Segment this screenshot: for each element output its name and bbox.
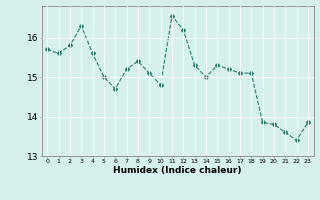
X-axis label: Humidex (Indice chaleur): Humidex (Indice chaleur): [113, 166, 242, 175]
